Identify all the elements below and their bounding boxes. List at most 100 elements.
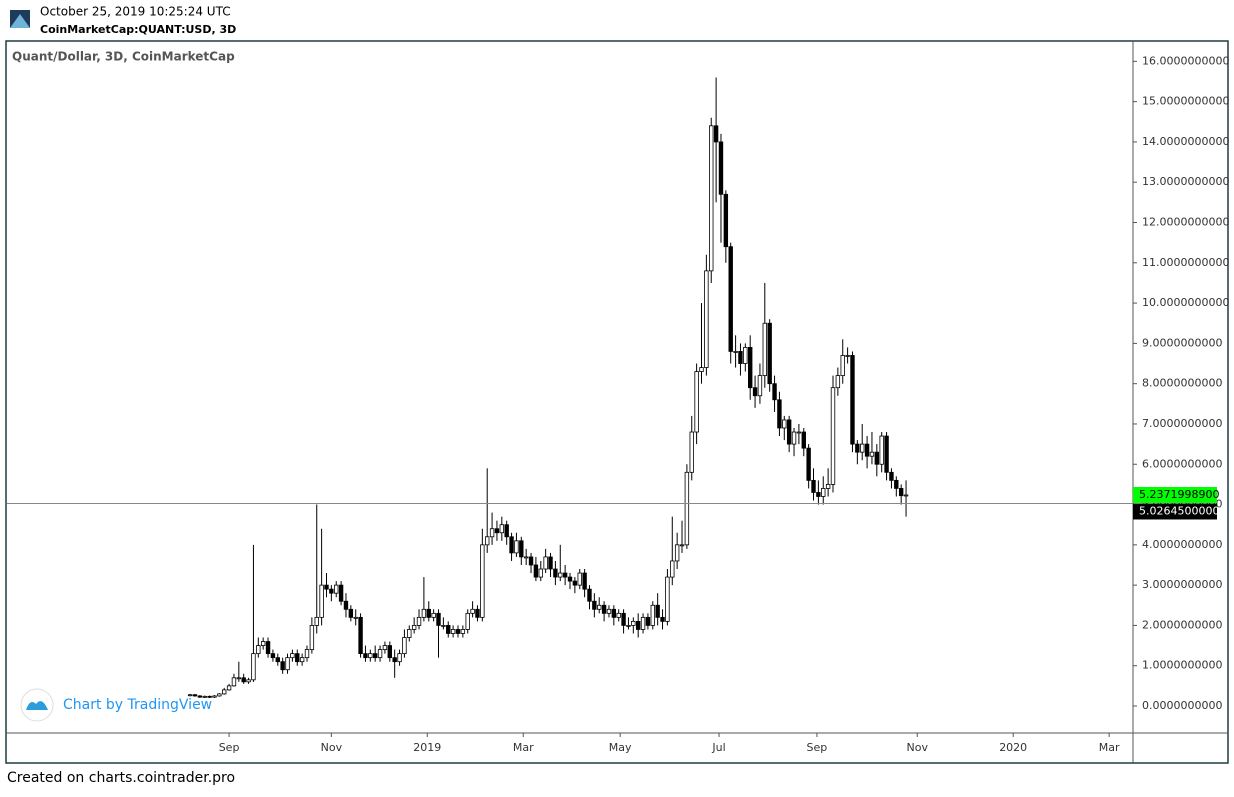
candle-body bbox=[246, 679, 251, 683]
y-tick-label: 13.0000000000 bbox=[1142, 175, 1229, 188]
candle-body bbox=[631, 620, 636, 626]
candle-body bbox=[426, 608, 431, 618]
candle-body bbox=[782, 419, 787, 429]
candle-body bbox=[699, 367, 704, 372]
x-tick-label: Nov bbox=[321, 741, 343, 754]
candle-body bbox=[616, 612, 621, 618]
candle-body bbox=[626, 625, 631, 627]
candle-body bbox=[431, 612, 436, 618]
candle-body bbox=[441, 625, 446, 627]
x-tick-label: Sep bbox=[219, 741, 240, 754]
candle-body bbox=[402, 637, 407, 655]
candle-body bbox=[275, 657, 280, 663]
x-tick-label: Nov bbox=[907, 741, 929, 754]
candle-body bbox=[674, 544, 680, 562]
candle-body bbox=[514, 540, 519, 554]
candle-body bbox=[752, 387, 758, 397]
candle-body bbox=[290, 653, 295, 659]
candle-body bbox=[562, 572, 568, 578]
candle-body bbox=[889, 471, 894, 481]
candle-body bbox=[226, 685, 232, 691]
candle-body bbox=[747, 347, 753, 389]
y-tick-label: 7.0000000000 bbox=[1142, 417, 1222, 430]
candle-body bbox=[343, 600, 349, 610]
candle-body bbox=[689, 431, 694, 473]
candle-body bbox=[450, 629, 456, 634]
candle-body bbox=[801, 431, 806, 449]
logo bbox=[10, 10, 30, 28]
x-tick-label: Mar bbox=[513, 741, 534, 754]
candle-body bbox=[738, 351, 743, 364]
candle-body bbox=[898, 488, 904, 497]
candle-body bbox=[670, 560, 675, 578]
candle-body bbox=[621, 612, 626, 626]
candle-body bbox=[197, 695, 203, 698]
candle-body bbox=[382, 645, 388, 650]
candle-body bbox=[548, 556, 553, 570]
y-tick-label: 3.0000000000 bbox=[1142, 578, 1222, 591]
candle-body bbox=[436, 612, 441, 626]
candle-body bbox=[222, 689, 227, 695]
candle-body bbox=[353, 616, 358, 619]
y-tick-label: 11.0000000000 bbox=[1142, 256, 1229, 269]
y-tick-label: 9.0000000000 bbox=[1142, 336, 1222, 349]
candle-body bbox=[679, 544, 685, 547]
x-tick-label: May bbox=[609, 741, 632, 754]
candle-body bbox=[543, 556, 548, 570]
candle-body bbox=[372, 653, 378, 659]
last-price-label: 5.2371998900 bbox=[1139, 488, 1219, 501]
y-tick-label: 15.0000000000 bbox=[1142, 95, 1229, 108]
candle-body bbox=[840, 355, 845, 377]
candle-body bbox=[553, 568, 558, 578]
candle-body bbox=[825, 484, 831, 489]
candle-body bbox=[192, 694, 198, 697]
candle-body bbox=[806, 447, 811, 481]
y-tick-label: 6.0000000000 bbox=[1142, 457, 1222, 470]
candle-body bbox=[338, 584, 344, 602]
candle-body bbox=[655, 604, 660, 618]
candle-body bbox=[874, 451, 880, 465]
candle-body bbox=[324, 584, 329, 590]
candle-body bbox=[519, 540, 524, 558]
candle-body bbox=[884, 435, 889, 473]
candle-body bbox=[879, 435, 884, 465]
candle-body bbox=[368, 653, 373, 659]
candle-body bbox=[407, 629, 412, 638]
x-tick-label: Mar bbox=[1099, 741, 1120, 754]
candle-body bbox=[397, 653, 402, 663]
watermark: Chart by TradingView bbox=[63, 697, 212, 713]
y-tick-label: 2.0000000000 bbox=[1142, 618, 1222, 631]
candle-body bbox=[635, 620, 641, 630]
watermark-logo bbox=[20, 688, 54, 722]
candle-body bbox=[217, 693, 222, 697]
candle-body bbox=[207, 695, 212, 698]
chart-title: Quant/Dollar, 3D, CoinMarketCap bbox=[12, 50, 235, 64]
candle-body bbox=[830, 387, 836, 485]
candle-body bbox=[786, 419, 792, 445]
candle-body bbox=[855, 443, 860, 453]
candle-body bbox=[728, 246, 733, 352]
x-tick-label: 2020 bbox=[999, 741, 1027, 754]
candle-body bbox=[387, 645, 393, 659]
candle-body bbox=[334, 584, 339, 594]
candle-body bbox=[523, 556, 529, 559]
y-tick-label: 0.0000000000 bbox=[1142, 699, 1222, 712]
candle-body bbox=[256, 645, 261, 655]
candle-body bbox=[319, 584, 324, 618]
candle-body bbox=[455, 629, 461, 634]
header-symbol: CoinMarketCap:QUANT:USD, 3D bbox=[40, 23, 236, 36]
candle-body bbox=[392, 657, 397, 663]
candle-body bbox=[260, 641, 266, 646]
candle-body bbox=[772, 383, 777, 401]
x-tick-label: Sep bbox=[807, 741, 828, 754]
candle-body bbox=[212, 695, 217, 698]
candle-body bbox=[202, 695, 207, 698]
candle-body bbox=[465, 612, 470, 630]
header-datetime: October 25, 2019 10:25:24 UTC bbox=[40, 5, 231, 19]
candle-body bbox=[241, 677, 246, 683]
chart-frame bbox=[5, 40, 1229, 764]
candle-body bbox=[611, 608, 617, 618]
candle-body bbox=[470, 608, 475, 614]
candle-body bbox=[494, 528, 500, 534]
